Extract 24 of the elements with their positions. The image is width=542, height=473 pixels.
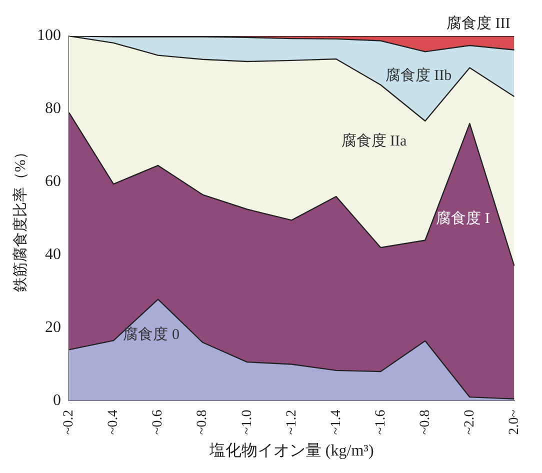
x-tick-label: ~0.8 (195, 410, 210, 435)
y-tick-label: 20 (45, 318, 61, 336)
x-tick-label: ~1.4 (328, 410, 344, 435)
series-label: 腐食度 IIb (385, 66, 452, 84)
x-axis-title: 塩化物イオン量 (kg/m³) (208, 442, 374, 460)
x-tick-label: ~0.2 (62, 410, 77, 435)
x-tick-label: ~1.0 (240, 410, 255, 435)
x-tick-label: ~1.6 (373, 410, 388, 435)
y-axis-title: 鉄筋腐食度比率（%） (12, 144, 29, 292)
y-tick-label: 100 (37, 27, 61, 44)
x-tick-label: ~0.4 (106, 410, 122, 435)
x-tick-label: ~0.6 (150, 410, 166, 435)
series-label: 腐食度 I (436, 210, 490, 228)
y-tick-label: 0 (53, 392, 61, 409)
series-label: 腐食度 0 (123, 326, 180, 343)
y-tick-label: 60 (45, 173, 61, 190)
x-tick-label: ~0.8 (418, 410, 433, 435)
series-label: 腐食度 IIa (341, 132, 407, 150)
y-tick-label: 40 (45, 246, 61, 264)
x-tick-label: 2.0~ (506, 409, 522, 435)
x-tick-label: ~2.0 (462, 410, 478, 435)
y-tick-label: 80 (45, 100, 61, 118)
series-label: 腐食度 III (446, 14, 510, 32)
x-tick-label: ~1.2 (284, 410, 300, 435)
